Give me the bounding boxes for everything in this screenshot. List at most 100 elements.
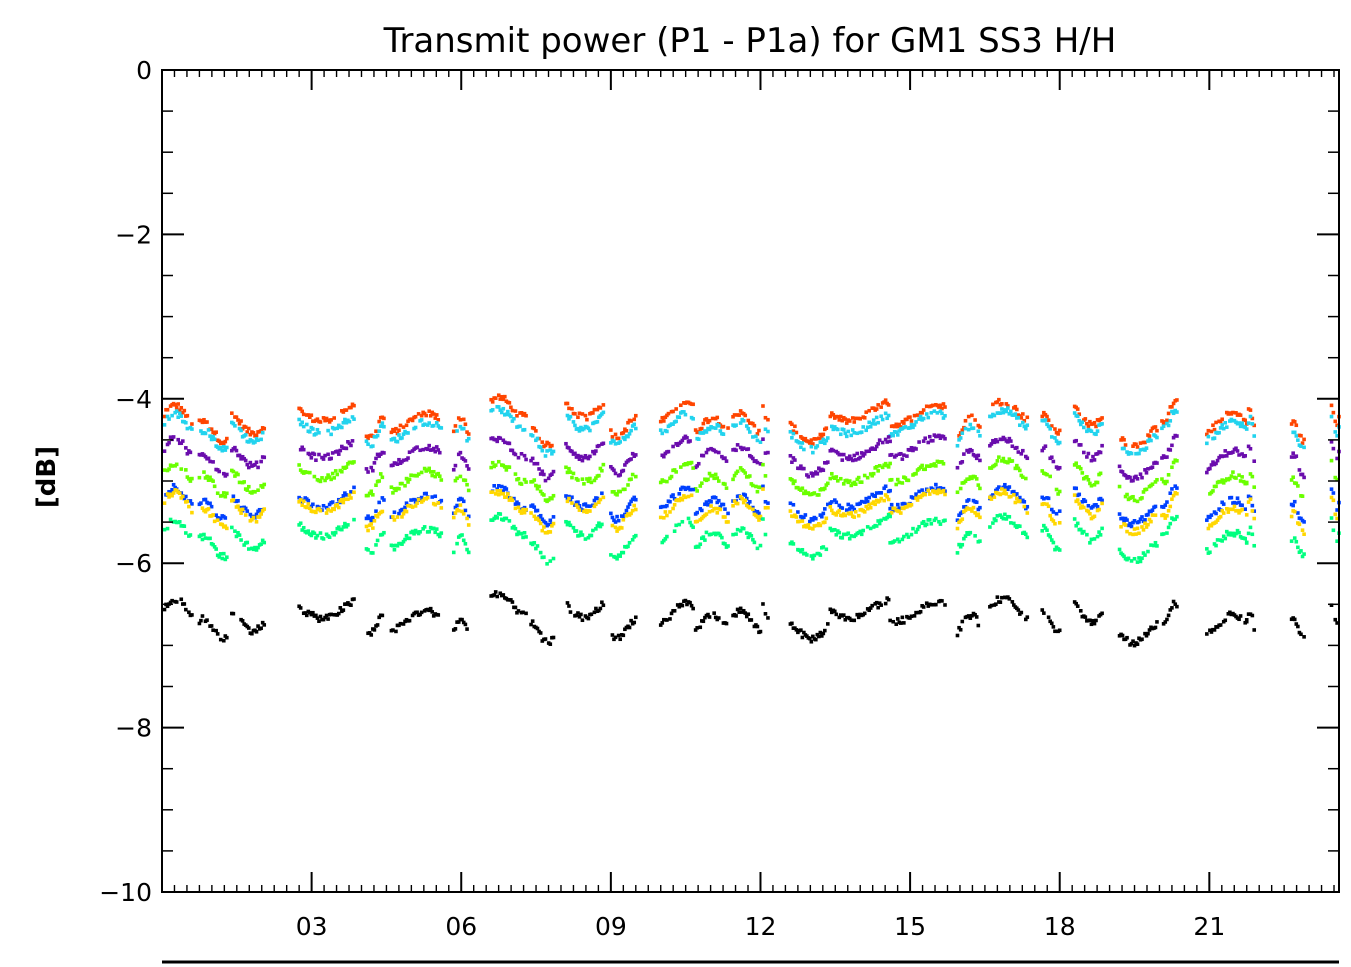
data-point	[415, 501, 419, 506]
data-point	[518, 509, 522, 513]
data-point	[1072, 493, 1077, 497]
data-point	[522, 453, 527, 458]
data-point	[1241, 479, 1246, 484]
data-point	[1146, 467, 1150, 471]
data-point	[524, 413, 528, 418]
data-point	[691, 417, 695, 421]
data-point	[862, 611, 867, 616]
data-point	[754, 484, 758, 489]
data-point	[1299, 632, 1303, 637]
data-point	[1294, 481, 1299, 486]
data-point	[629, 477, 633, 481]
data-point	[182, 496, 187, 501]
data-point	[665, 503, 669, 508]
data-point	[794, 628, 799, 632]
data-point	[1292, 499, 1297, 504]
data-point	[1051, 510, 1056, 514]
data-point	[433, 502, 438, 507]
data-point	[1012, 493, 1016, 497]
data-point	[568, 523, 573, 528]
data-point	[1161, 505, 1166, 509]
data-point	[1144, 446, 1149, 450]
data-point	[583, 413, 588, 418]
data-point	[1001, 491, 1006, 496]
data-point	[463, 622, 468, 627]
data-point	[187, 610, 191, 615]
data-point	[601, 410, 606, 415]
data-point	[374, 509, 378, 513]
data-point	[1132, 518, 1137, 523]
data-point	[883, 411, 888, 416]
data-point	[225, 635, 229, 640]
data-point	[889, 502, 894, 507]
data-point	[230, 525, 234, 530]
data-point	[820, 514, 824, 519]
data-point	[496, 483, 501, 488]
data-point	[737, 610, 741, 614]
data-point	[941, 434, 946, 439]
data-point	[425, 423, 430, 427]
data-point	[243, 513, 248, 517]
data-point	[821, 468, 826, 473]
data-point	[1244, 427, 1249, 431]
data-point	[1165, 531, 1169, 535]
data-point	[701, 431, 706, 435]
data-point	[537, 467, 541, 471]
data-point	[858, 529, 863, 534]
data-point	[344, 446, 349, 451]
data-point	[1138, 517, 1143, 521]
data-point	[627, 540, 632, 545]
data-point	[184, 494, 188, 499]
data-point	[902, 421, 906, 425]
data-point	[895, 537, 900, 542]
data-point	[455, 541, 459, 546]
data-point	[672, 468, 677, 472]
data-point	[543, 520, 548, 525]
data-point	[989, 497, 994, 501]
data-point	[170, 598, 174, 603]
data-point	[853, 509, 858, 514]
data-point	[206, 478, 211, 482]
data-point	[231, 498, 236, 502]
data-point	[179, 414, 184, 418]
data-point	[1237, 530, 1241, 535]
data-point	[840, 458, 845, 462]
data-point	[1143, 521, 1147, 526]
data-point	[458, 417, 463, 422]
data-point	[900, 615, 905, 620]
data-point	[859, 430, 864, 434]
data-point	[1053, 427, 1057, 431]
data-point	[633, 507, 638, 512]
data-point	[504, 516, 509, 521]
data-point	[369, 633, 374, 637]
data-point	[510, 600, 515, 604]
data-point	[1175, 410, 1179, 414]
data-point	[1140, 515, 1144, 519]
data-point	[995, 400, 1000, 404]
data-point	[170, 493, 174, 498]
data-point	[499, 394, 504, 399]
data-point	[1083, 417, 1088, 421]
data-point	[431, 526, 436, 531]
data-point	[1003, 482, 1007, 487]
data-point	[874, 600, 879, 605]
data-point	[1078, 527, 1083, 532]
data-point	[425, 447, 430, 452]
data-point	[415, 445, 419, 449]
data-point	[458, 450, 463, 455]
data-point	[247, 426, 251, 431]
data-point	[537, 518, 541, 523]
data-point	[903, 425, 908, 429]
data-point	[828, 414, 833, 419]
data-point	[609, 428, 613, 432]
data-point	[262, 455, 267, 460]
data-point	[674, 523, 678, 528]
data-point	[371, 468, 375, 473]
data-point	[831, 427, 836, 432]
data-point	[174, 405, 179, 410]
data-point	[809, 438, 814, 442]
data-point	[214, 513, 218, 517]
data-point	[852, 618, 857, 623]
data-point	[576, 500, 580, 504]
